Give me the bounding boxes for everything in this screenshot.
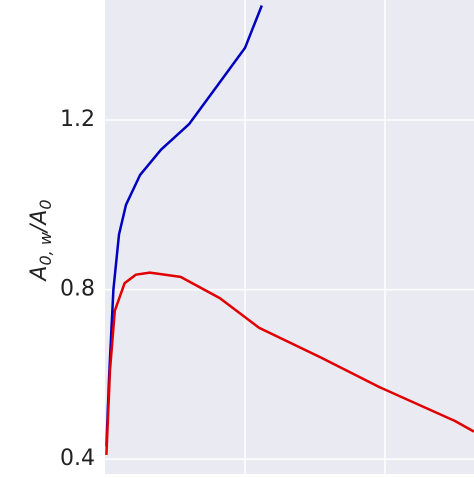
y-label-part: 0 — [36, 199, 55, 209]
y-label-part: /A — [27, 210, 52, 234]
y-label-part: A — [27, 266, 52, 283]
y-tick-label: 0.8 — [60, 277, 95, 302]
y-label-part: 0, w — [36, 231, 55, 265]
y-tick-label: 0.4 — [60, 446, 95, 471]
plot-area — [105, 0, 474, 474]
y-tick-label: 1.2 — [60, 107, 95, 132]
lines — [105, 5, 474, 455]
y-axis-label: A0, w/A0 — [27, 199, 55, 282]
line — [105, 5, 263, 447]
line — [105, 271, 474, 455]
